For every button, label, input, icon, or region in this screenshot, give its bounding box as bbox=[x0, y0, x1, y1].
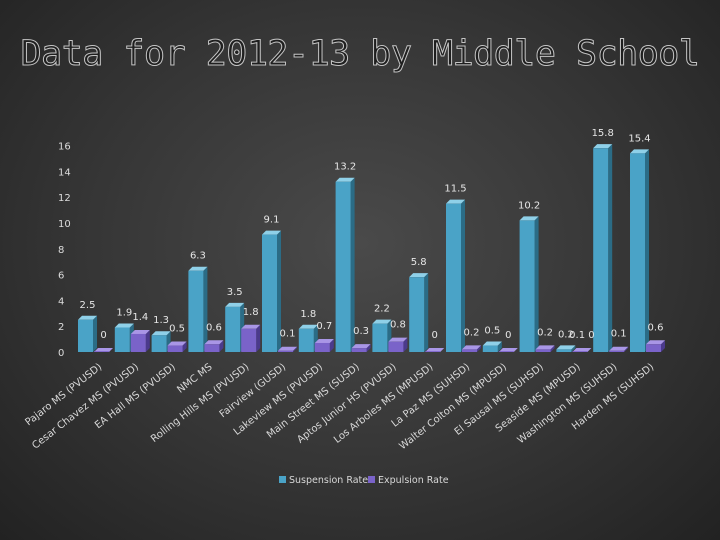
data-label: 0.1 bbox=[611, 329, 627, 340]
data-label: 2.2 bbox=[374, 304, 390, 315]
bar-expulsion bbox=[130, 329, 150, 352]
y-tick-label: 8 bbox=[58, 245, 64, 256]
bar-suspension bbox=[335, 177, 355, 352]
bar-expulsion bbox=[425, 348, 445, 352]
data-label: 0.2 bbox=[537, 327, 553, 338]
data-label: 0.5 bbox=[484, 326, 500, 337]
bar-expulsion bbox=[241, 324, 261, 352]
bar-expulsion bbox=[388, 337, 408, 352]
bars bbox=[78, 144, 665, 352]
y-tick-label: 14 bbox=[58, 167, 71, 178]
bar-suspension bbox=[78, 315, 97, 352]
y-tick-label: 0 bbox=[58, 348, 64, 359]
bar-suspension bbox=[556, 345, 576, 352]
data-label: 2.5 bbox=[80, 300, 96, 311]
bar-suspension bbox=[446, 199, 465, 352]
data-label: 11.5 bbox=[444, 184, 466, 195]
bar-expulsion bbox=[94, 348, 113, 352]
bar-suspension bbox=[482, 341, 502, 352]
data-label: 0.2 bbox=[464, 327, 480, 338]
data-label: 1.3 bbox=[153, 315, 169, 326]
data-label: 0.6 bbox=[648, 322, 664, 333]
data-label: 3.5 bbox=[227, 287, 243, 298]
data-label: 15.8 bbox=[592, 128, 614, 139]
data-label: 1.8 bbox=[300, 309, 316, 320]
bar-expulsion bbox=[646, 340, 665, 352]
y-axis: 0 2 4 6 8 10 12 14 16 bbox=[58, 142, 71, 359]
category-axis: Pajaro MS (PVUSD)Cesar Chavez MS (PVUSD)… bbox=[23, 362, 656, 453]
bar-expulsion bbox=[351, 344, 371, 352]
data-label: 0.1 0 bbox=[569, 330, 594, 341]
legend-label-expulsion: Expulsion Rate bbox=[378, 475, 449, 486]
data-label: 0 bbox=[100, 330, 106, 341]
data-labels: 2.501.9 1.4 1.30.56.30.63.51.89.10.11.80.7… bbox=[80, 128, 664, 341]
legend: Suspension Rate Expulsion Rate bbox=[279, 475, 449, 486]
data-label: 0 bbox=[432, 330, 438, 341]
bar-suspension bbox=[188, 266, 208, 352]
data-label: 0.2 bbox=[558, 329, 574, 340]
bar-expulsion bbox=[204, 340, 224, 352]
data-label: 0.5 bbox=[169, 324, 185, 335]
data-label: 9.1 bbox=[264, 215, 280, 226]
y-tick-label: 2 bbox=[58, 322, 64, 333]
data-label: 0.6 bbox=[206, 322, 222, 333]
bar-expulsion bbox=[462, 345, 481, 352]
bar-expulsion bbox=[278, 346, 297, 352]
data-label: 5.8 bbox=[411, 257, 427, 268]
y-tick-label: 16 bbox=[58, 142, 71, 153]
legend-label-suspension: Suspension Rate bbox=[289, 475, 368, 486]
bar-expulsion bbox=[314, 338, 334, 352]
bar-suspension bbox=[630, 149, 649, 352]
slide-title: Data for 2012-13 by Middle School bbox=[20, 34, 700, 75]
y-tick-label: 10 bbox=[58, 219, 71, 230]
legend-swatch-expulsion bbox=[368, 476, 375, 483]
data-label: 0.8 bbox=[390, 320, 406, 331]
category-label: Fairview (GUSD) bbox=[218, 362, 289, 421]
bar-expulsion bbox=[498, 348, 518, 352]
bar-suspension bbox=[409, 273, 429, 352]
y-tick-label: 12 bbox=[58, 193, 71, 204]
data-label: 13.2 bbox=[334, 162, 356, 173]
data-label: 1.8 bbox=[243, 307, 259, 318]
bar-expulsion bbox=[572, 348, 592, 352]
bar-expulsion bbox=[535, 345, 555, 352]
bar-suspension bbox=[262, 230, 281, 352]
bar-expulsion bbox=[167, 341, 187, 352]
bar-suspension bbox=[593, 144, 613, 352]
y-tick-label: 6 bbox=[58, 271, 64, 282]
data-label: 0.1 bbox=[280, 329, 296, 340]
legend-swatch-suspension bbox=[279, 476, 286, 483]
data-label: 10.2 bbox=[518, 200, 540, 211]
data-label: 0.7 bbox=[316, 321, 332, 332]
data-label: 1.4 bbox=[132, 312, 148, 323]
y-tick-label: 4 bbox=[58, 296, 64, 307]
data-label: 1.9 bbox=[116, 307, 132, 318]
bar-expulsion bbox=[609, 346, 629, 352]
data-label: 6.3 bbox=[190, 251, 206, 262]
data-label: 0.3 bbox=[353, 326, 369, 337]
data-label: 15.4 bbox=[628, 133, 650, 144]
bar-suspension bbox=[519, 216, 539, 352]
data-label: 0 bbox=[505, 330, 511, 341]
